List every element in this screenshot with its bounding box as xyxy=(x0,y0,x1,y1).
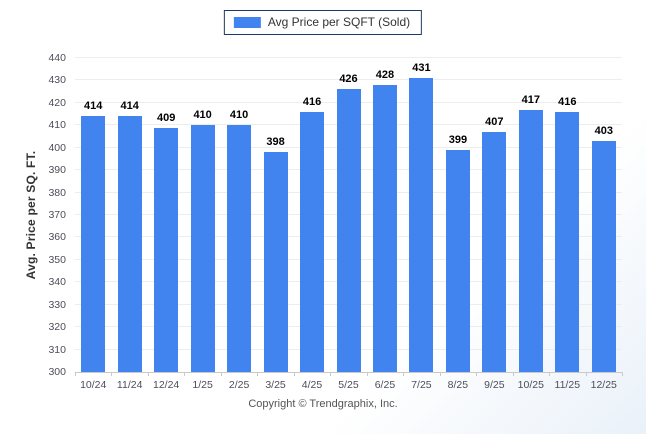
bar xyxy=(555,111,580,372)
y-axis-tick-label: 390 xyxy=(48,164,66,177)
axis-tick xyxy=(111,372,113,376)
y-axis-tick-label: 340 xyxy=(48,276,66,289)
bar xyxy=(336,89,361,372)
y-axis-tick-label: 320 xyxy=(48,321,66,334)
x-axis-tick-label: 3/25 xyxy=(265,379,286,391)
bar-value-label: 414 xyxy=(84,100,103,113)
axis-tick xyxy=(147,372,149,376)
y-axis-tick-label: 300 xyxy=(48,366,66,378)
bar xyxy=(190,125,215,372)
bar-value-label: 416 xyxy=(558,95,577,108)
axis-tick xyxy=(439,372,441,376)
y-axis-tick-label: 380 xyxy=(48,186,66,199)
bar-value-label: 398 xyxy=(266,136,285,149)
axis-tick xyxy=(75,372,76,376)
bar xyxy=(445,149,470,372)
copyright-text: Copyright © Trendgraphix, Inc. xyxy=(248,398,398,410)
legend-label: Avg Price per SQFT (Sold) xyxy=(267,15,411,29)
bar xyxy=(117,116,142,372)
y-axis-tick-label: 330 xyxy=(48,298,66,311)
x-axis-tick-label: 7/25 xyxy=(411,379,432,391)
axis-tick xyxy=(293,372,295,376)
bar-value-label: 410 xyxy=(229,109,249,122)
bar xyxy=(482,132,507,372)
axis-tick xyxy=(220,372,222,376)
x-axis-tick-label: 8/25 xyxy=(447,379,469,391)
legend: Avg Price per SQFT (Sold) xyxy=(223,10,423,35)
bar xyxy=(409,78,434,372)
x-axis-tick-label: 12/25 xyxy=(590,379,617,391)
bar-value-label: 428 xyxy=(375,68,395,81)
axis-tick xyxy=(330,372,332,376)
axis-tick xyxy=(403,372,405,376)
axis-tick xyxy=(622,372,623,376)
x-axis-tick-label: 5/25 xyxy=(338,379,359,391)
axis-tick xyxy=(476,372,478,376)
y-axis-tick-label: 360 xyxy=(48,231,66,244)
axis-tick xyxy=(549,372,551,376)
x-axis-tick-label: 2/25 xyxy=(228,379,250,391)
x-axis-tick-label: 11/25 xyxy=(554,379,581,391)
bar-value-label: 399 xyxy=(448,133,468,146)
bar xyxy=(227,125,252,372)
bar-value-label: 431 xyxy=(412,62,431,75)
y-axis-tick-label: 420 xyxy=(48,96,66,109)
y-axis-tick-label: 370 xyxy=(48,209,66,221)
bar-value-label: 410 xyxy=(193,109,212,122)
x-axis-tick-label: 1/25 xyxy=(192,379,213,391)
bar xyxy=(518,109,543,372)
bar-value-label: 409 xyxy=(156,111,176,124)
gridline xyxy=(75,57,622,58)
x-axis-tick-label: 6/25 xyxy=(374,379,396,391)
bar-value-label: 407 xyxy=(485,116,504,129)
bar-value-label: 417 xyxy=(521,93,540,106)
bar xyxy=(263,152,288,372)
bar xyxy=(300,111,325,372)
x-axis-tick-label: 9/25 xyxy=(484,379,505,391)
bar xyxy=(81,116,106,372)
y-axis-tick-label: 440 xyxy=(48,52,66,64)
bar-value-label: 416 xyxy=(302,95,322,108)
x-axis-tick-label: 10/25 xyxy=(517,379,544,391)
y-axis-title: Avg. Price per SQ. FT. xyxy=(24,150,38,280)
y-axis-tick-label: 310 xyxy=(48,343,66,356)
plot-area: 300 310 320 330 340 350 360 370 380 390 400 410 420 4… xyxy=(48,52,623,391)
axis-tick xyxy=(585,372,587,376)
axis-tick xyxy=(512,372,514,376)
x-axis-tick-label: 4/25 xyxy=(301,379,323,391)
bar-value-label: 414 xyxy=(120,100,139,113)
x-axis-tick-label: 11/24 xyxy=(116,379,143,391)
x-axis-tick-label: 12/24 xyxy=(153,379,180,391)
y-axis-tick-label: 350 xyxy=(48,253,66,266)
bar xyxy=(591,141,616,372)
x-axis-tick-label: 10/24 xyxy=(80,379,107,391)
bar-value-label: 403 xyxy=(594,125,613,137)
bar xyxy=(154,127,179,372)
legend-swatch-icon xyxy=(233,17,261,28)
y-axis-tick-label: 430 xyxy=(48,74,66,87)
axis-tick xyxy=(257,372,259,376)
bar-value-label: 426 xyxy=(339,73,358,86)
bar xyxy=(372,84,397,372)
gridline xyxy=(75,79,622,81)
axis-tick xyxy=(184,372,186,376)
y-axis-tick-label: 410 xyxy=(48,119,66,132)
axis-tick xyxy=(366,372,368,376)
y-axis-tick-label: 400 xyxy=(48,141,66,154)
